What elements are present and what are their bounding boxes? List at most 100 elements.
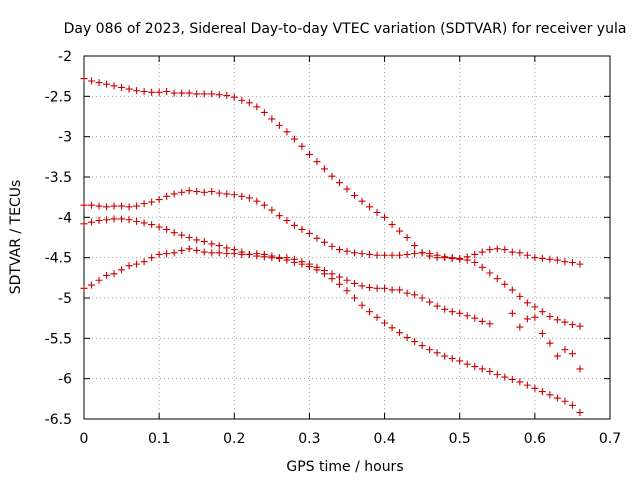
grid-lines <box>84 56 610 419</box>
data-point <box>568 401 576 409</box>
data-point <box>155 88 163 96</box>
data-point <box>351 279 359 287</box>
data-point <box>305 260 313 268</box>
y-tick-labels: -2 -2.5 -3 -3.5 -4 -4.5 -5 -5.5 -6 -6.5 <box>45 49 72 428</box>
data-point <box>178 89 186 97</box>
data-point <box>486 320 494 328</box>
data-point <box>298 225 306 233</box>
data-point <box>478 317 486 325</box>
data-point <box>381 251 389 259</box>
y-tick-label: -2.5 <box>45 89 72 105</box>
data-point <box>238 192 246 200</box>
data-point <box>441 305 449 313</box>
y-tick-label: -3 <box>58 130 72 146</box>
data-point <box>140 258 148 266</box>
data-point <box>155 196 163 204</box>
data-point <box>388 221 396 229</box>
data-point <box>433 251 441 259</box>
data-point <box>501 246 509 254</box>
x-tick-label: 0.6 <box>524 431 546 447</box>
y-axis-label: SDTVAR / TECUs <box>8 180 24 295</box>
data-point <box>185 187 193 195</box>
data-point <box>305 150 313 158</box>
data-point <box>351 294 359 302</box>
data-point <box>553 316 561 324</box>
data-point <box>366 250 374 258</box>
data-point <box>215 189 223 197</box>
y-tick-label: -6.5 <box>45 412 72 428</box>
data-point <box>463 253 471 261</box>
data-point <box>298 142 306 150</box>
data-point <box>343 287 351 295</box>
data-point <box>568 350 576 358</box>
data-point <box>223 92 231 100</box>
data-point <box>88 218 96 226</box>
data-point <box>170 89 178 97</box>
data-point <box>245 194 253 202</box>
data-point <box>388 251 396 259</box>
x-tick-labels: 0 0.1 0.2 0.3 0.4 0.5 0.6 0.7 <box>80 431 622 447</box>
data-point <box>103 203 111 211</box>
y-tick-label: -5.5 <box>45 331 72 347</box>
data-point <box>516 292 524 300</box>
data-point <box>268 252 276 260</box>
data-point <box>373 284 381 292</box>
data-point <box>456 309 464 317</box>
data-point <box>118 266 126 274</box>
data-point <box>155 250 163 258</box>
data-point <box>463 360 471 368</box>
data-point <box>441 352 449 360</box>
data-point <box>426 250 434 258</box>
data-point <box>125 85 133 93</box>
data-point <box>568 259 576 267</box>
data-point <box>133 87 141 95</box>
data-point <box>493 275 501 283</box>
data-point <box>546 391 554 399</box>
data-point <box>456 357 464 365</box>
data-point <box>125 216 133 224</box>
data-point <box>576 409 584 417</box>
data-point <box>493 245 501 253</box>
data-point <box>110 270 118 278</box>
data-point <box>433 302 441 310</box>
data-point <box>275 121 283 129</box>
data-point <box>103 216 111 224</box>
data-point <box>88 201 96 209</box>
data-point <box>185 234 193 241</box>
data-point <box>208 90 216 98</box>
data-point <box>411 242 419 250</box>
data-point <box>320 165 328 173</box>
data-point <box>275 212 283 220</box>
data-point <box>388 324 396 332</box>
data-point <box>110 202 118 210</box>
data-point <box>185 245 193 253</box>
data-point <box>328 270 336 278</box>
y-tick-label: -2 <box>58 49 72 65</box>
data-point <box>118 202 126 210</box>
data-point <box>95 276 103 284</box>
y-tick-label: -6 <box>58 372 72 388</box>
data-point <box>80 284 88 292</box>
data-point <box>343 276 351 284</box>
data-point <box>283 128 291 136</box>
data-point <box>313 234 321 242</box>
data-point <box>268 115 276 123</box>
data-point <box>501 280 509 288</box>
data-point <box>125 203 133 211</box>
x-tick-label: 0.7 <box>599 431 621 447</box>
data-point <box>223 190 231 198</box>
data-point <box>411 250 419 258</box>
data-point <box>523 315 531 323</box>
data-point <box>88 281 96 289</box>
data-point <box>516 378 524 386</box>
data-point <box>230 191 238 199</box>
data-point <box>335 179 343 187</box>
data-point <box>125 262 133 270</box>
data-point <box>418 294 426 302</box>
data-point <box>508 375 516 383</box>
axis-ticks <box>83 55 611 420</box>
data-point <box>335 246 343 254</box>
data-point <box>208 240 216 248</box>
data-point <box>245 250 253 258</box>
data-point <box>531 384 539 392</box>
